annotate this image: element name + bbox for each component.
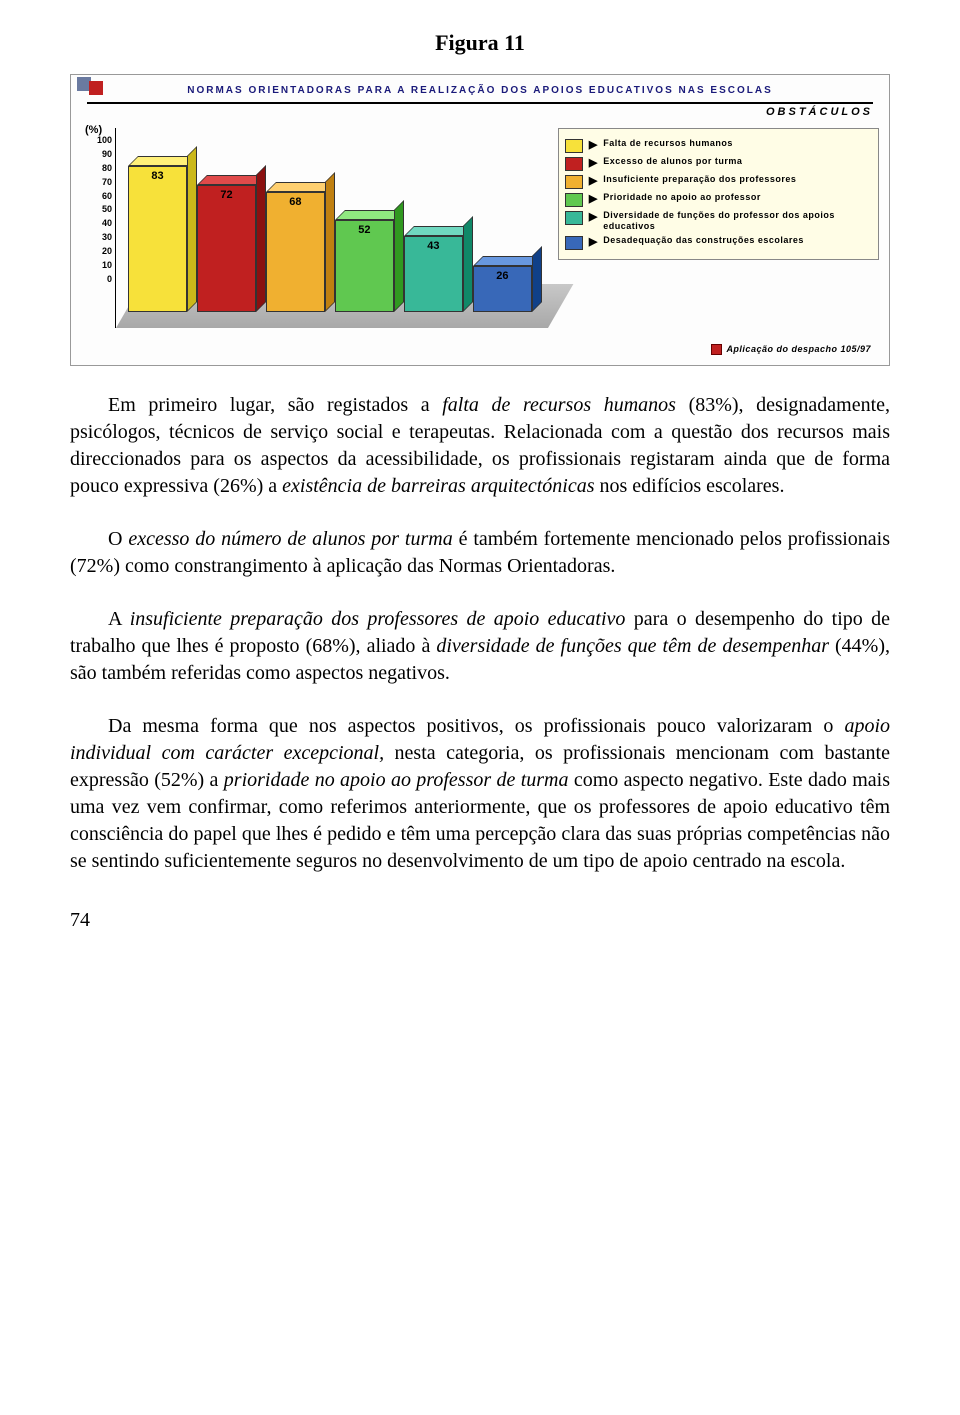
chart-logo-icon bbox=[77, 81, 109, 100]
chart-bar: 83 bbox=[128, 166, 187, 312]
italic-term: falta de recursos humanos bbox=[442, 394, 676, 416]
y-tick: 50 bbox=[82, 205, 112, 214]
paragraph-2: O excesso do número de alunos por turma … bbox=[70, 526, 890, 580]
legend-swatch-icon bbox=[565, 211, 583, 225]
legend-item: ▶ Prioridade no apoio ao professor bbox=[565, 192, 872, 207]
legend-label: Prioridade no apoio ao professor bbox=[603, 192, 761, 203]
chart-legend: ▶ Falta de recursos humanos ▶ Excesso de al… bbox=[558, 128, 879, 260]
y-tick: 80 bbox=[82, 164, 112, 173]
italic-term: diversidade de funções que têm de desemp… bbox=[436, 635, 829, 657]
legend-swatch-icon bbox=[565, 193, 583, 207]
italic-term: prioridade no apoio ao professor de turm… bbox=[224, 769, 569, 791]
paragraph-4: Da mesma forma que nos aspectos positivo… bbox=[70, 713, 890, 875]
legend-item: ▶ Desadequação das construções escolares bbox=[565, 235, 872, 250]
arrow-icon: ▶ bbox=[589, 192, 597, 205]
chart-bar: 43 bbox=[404, 236, 463, 312]
chart-subtitle: OBSTÁCULOS bbox=[87, 102, 873, 118]
legend-item: ▶ Falta de recursos humanos bbox=[565, 138, 872, 153]
chart-bar: 26 bbox=[473, 266, 532, 312]
chart-title: NORMAS ORIENTADORAS PARA A REALIZAÇÃO DO… bbox=[81, 85, 879, 96]
arrow-icon: ▶ bbox=[589, 156, 597, 169]
chart: NORMAS ORIENTADORAS PARA A REALIZAÇÃO DO… bbox=[70, 74, 890, 366]
text: A bbox=[108, 608, 130, 630]
chart-bars: 83 72 68 52 43 26 bbox=[128, 136, 532, 312]
arrow-icon: ▶ bbox=[589, 138, 597, 151]
bar-value-label: 72 bbox=[197, 189, 256, 201]
italic-term: excesso do número de alunos por turma bbox=[128, 528, 452, 550]
bar-value-label: 83 bbox=[128, 170, 187, 182]
y-tick: 40 bbox=[82, 219, 112, 228]
chart-plot-area: (%) 1009080706050403020100 837268524326 bbox=[81, 128, 544, 328]
y-tick: 30 bbox=[82, 233, 112, 242]
chart-footer-text: Aplicação do despacho 105/97 bbox=[726, 344, 871, 354]
legend-swatch-icon bbox=[565, 236, 583, 250]
legend-item: ▶ Excesso de alunos por turma bbox=[565, 156, 872, 171]
chart-bar: 72 bbox=[197, 185, 256, 312]
page-number: 74 bbox=[70, 909, 890, 932]
arrow-icon: ▶ bbox=[589, 210, 597, 223]
legend-label: Insuficiente preparação dos professores bbox=[603, 174, 796, 185]
legend-swatch-icon bbox=[565, 139, 583, 153]
bar-value-label: 52 bbox=[335, 224, 394, 236]
text: Em primeiro lugar, são registados a bbox=[108, 394, 442, 416]
legend-label: Falta de recursos humanos bbox=[603, 138, 733, 149]
bar-value-label: 68 bbox=[266, 196, 325, 208]
figure-label: Figura 11 bbox=[70, 30, 890, 56]
paragraph-3: A insuficiente preparação dos professore… bbox=[70, 606, 890, 687]
text: nos edifícios escolares. bbox=[595, 475, 785, 497]
legend-item: ▶ Insuficiente preparação dos professores bbox=[565, 174, 872, 189]
text: O bbox=[108, 528, 128, 550]
arrow-icon: ▶ bbox=[589, 235, 597, 248]
paragraph-1: Em primeiro lugar, são registados a falt… bbox=[70, 392, 890, 500]
footer-swatch-icon bbox=[711, 344, 722, 355]
y-tick: 90 bbox=[82, 150, 112, 159]
chart-bar: 68 bbox=[266, 192, 325, 312]
y-tick: 70 bbox=[82, 178, 112, 187]
italic-term: existência de barreiras arquitectónicas bbox=[282, 475, 594, 497]
chart-footer: Aplicação do despacho 105/97 bbox=[81, 344, 879, 355]
text: Da mesma forma que nos aspectos positivo… bbox=[108, 715, 844, 737]
italic-term: insuficiente preparação dos professores … bbox=[130, 608, 626, 630]
legend-swatch-icon bbox=[565, 175, 583, 189]
bar-value-label: 26 bbox=[473, 270, 532, 282]
y-tick: 100 bbox=[82, 136, 112, 145]
legend-label: Excesso de alunos por turma bbox=[603, 156, 742, 167]
chart-bar: 52 bbox=[335, 220, 394, 312]
y-tick: 20 bbox=[82, 247, 112, 256]
legend-swatch-icon bbox=[565, 157, 583, 171]
y-tick: 0 bbox=[82, 275, 112, 284]
bar-value-label: 43 bbox=[404, 240, 463, 252]
y-axis-ticks: 1009080706050403020100 bbox=[82, 136, 112, 284]
legend-label: Desadequação das construções escolares bbox=[603, 235, 804, 246]
arrow-icon: ▶ bbox=[589, 174, 597, 187]
y-tick: 60 bbox=[82, 192, 112, 201]
legend-item: ▶ Diversidade de funções do professor dos… bbox=[565, 210, 872, 232]
legend-label: Diversidade de funções do professor dos … bbox=[603, 210, 872, 232]
y-tick: 10 bbox=[82, 261, 112, 270]
